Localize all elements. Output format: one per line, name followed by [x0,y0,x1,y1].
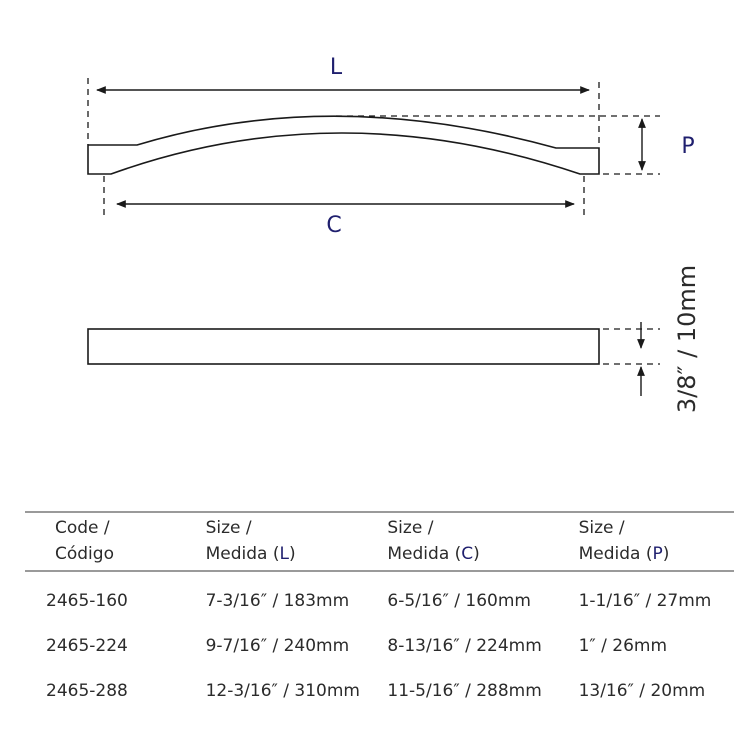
header-size-c-line1: Size / [387,518,434,538]
header-code: Code / Código [25,511,206,572]
size-l-cell: 9-7/16″ / 240mm [205,635,350,656]
size-l-cell: 7-3/16″ / 183mm [205,590,350,611]
length-label: L [330,55,343,80]
header-size-c-line2: Medida (C) [387,541,578,567]
header-size-c: Size / Medida (C) [387,511,579,572]
header-size-p-letter: P [652,544,663,564]
handle-side-view [87,328,600,365]
center-label: C [326,213,341,238]
size-l-cell: 12-3/16″ / 310mm [205,680,360,701]
header-size-l: Size / Medida (L) [205,511,388,572]
l-extension-lines [87,78,600,148]
header-size-l-line1: Size / [205,518,252,538]
thickness-label: 3/8″ / 10mm [673,265,701,413]
table-row: 2465-160 7-3/16″ / 183mm 6-5/16″ / 160mm… [25,571,734,623]
p-extension-lines [336,115,660,175]
size-c-cell: 8-13/16″ / 224mm [387,635,542,656]
header-size-p-close: ) [662,544,670,564]
size-p-cell: 1-1/16″ / 27mm [578,590,712,611]
header-code-line2: Código [55,544,114,564]
size-c-cell: 11-5/16″ / 288mm [387,680,542,701]
handle-top-view [87,115,600,175]
header-size-l-letter: L [279,544,289,564]
header-size-p-text: Medida ( [578,544,653,564]
thickness-extension-lines [603,328,660,365]
code-cell: 2465-288 [46,680,128,701]
size-p-cell: 1″ / 26mm [578,635,668,656]
header-code-line1: Code / [55,518,110,538]
header-size-l-text: Medida ( [205,544,280,564]
header-size-l-close: ) [288,544,296,564]
header-size-c-letter: C [461,544,474,564]
table-header-row: Code / Código Size / Medida (L) Size / M… [25,511,734,572]
projection-label: P [681,134,694,159]
handle-outline [87,115,600,175]
c-extension-lines [103,176,585,220]
table-row: 2465-288 12-3/16″ / 310mm 11-5/16″ / 288… [25,668,734,713]
header-size-l-line2: Medida (L) [206,541,388,567]
header-size-c-close: ) [473,544,480,564]
code-cell: 2465-224 [46,635,128,656]
size-table: Code / Código Size / Medida (L) Size / M… [25,511,734,713]
size-p-cell: 13/16″ / 20mm [578,680,706,701]
header-size-p-line2: Medida (P) [579,541,734,567]
handle-technical-drawing: L C P 3/8″ / 10mm [87,55,701,413]
size-c-cell: 6-5/16″ / 160mm [387,590,531,611]
table-row: 2465-224 9-7/16″ / 240mm 8-13/16″ / 224m… [25,623,734,668]
code-cell: 2465-160 [46,590,128,611]
header-size-p: Size / Medida (P) [578,511,734,572]
header-size-c-text: Medida ( [387,544,462,564]
header-size-p-line1: Size / [578,518,625,538]
